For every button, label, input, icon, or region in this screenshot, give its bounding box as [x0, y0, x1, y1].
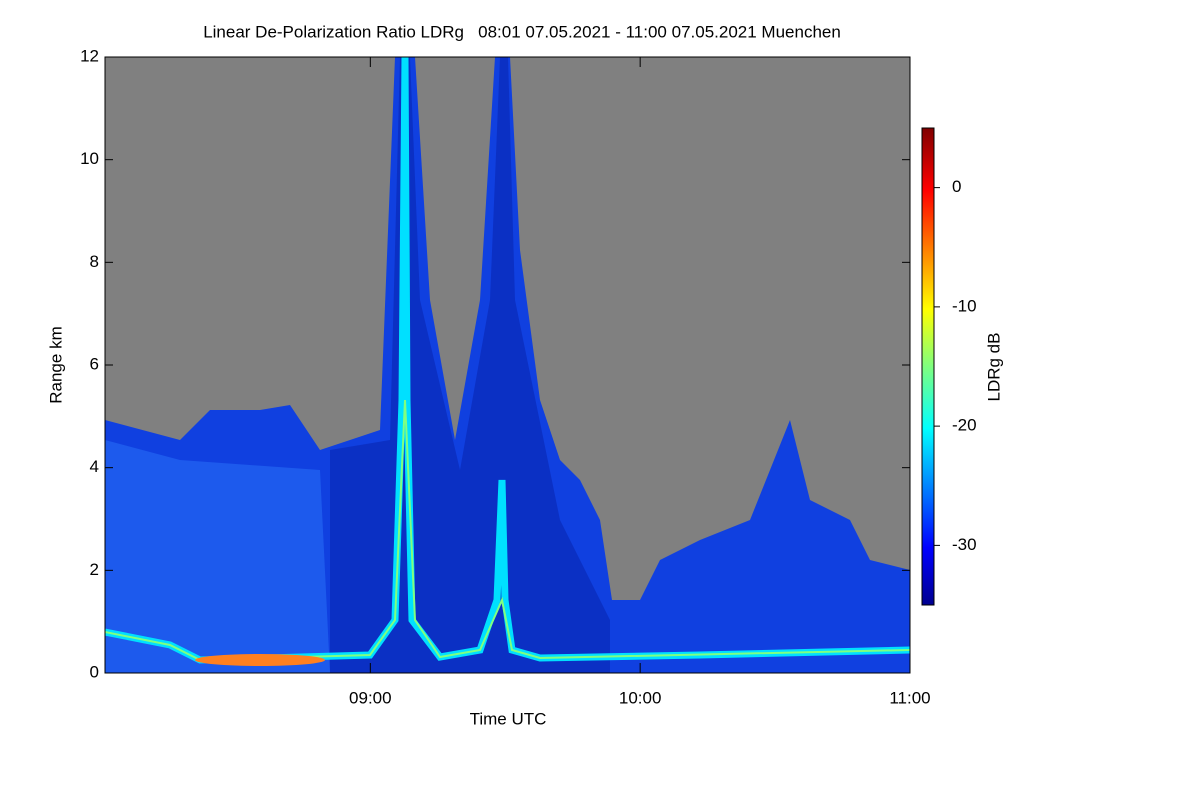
colorbar-tick-label: 0: [952, 177, 961, 196]
signal-region: [105, 440, 330, 673]
x-tick-label: 10:00: [619, 688, 662, 707]
colorbar-tick-label: -10: [952, 296, 977, 315]
y-tick-label: 4: [90, 457, 99, 476]
y-tick-label: 0: [90, 662, 99, 681]
y-tick-label: 10: [80, 149, 99, 168]
x-axis-label: Time UTC: [470, 709, 547, 728]
chart-title: Linear De-Polarization Ratio LDRg 08:01 …: [203, 22, 841, 41]
x-tick-label: 09:00: [349, 688, 392, 707]
y-tick-label: 8: [90, 252, 99, 271]
y-axis-label: Range km: [46, 326, 65, 403]
y-tick-label: 12: [80, 46, 99, 65]
high-depolarization: [195, 654, 325, 666]
colorbar-tick-label: -30: [952, 535, 977, 554]
heatmap: [105, 57, 910, 673]
colorbar: [921, 127, 935, 606]
x-tick-label: 11:00: [889, 688, 930, 707]
colorbar-tick-label: -20: [952, 416, 977, 435]
colorbar-label: LDRg dB: [984, 333, 1003, 402]
y-tick-label: 6: [90, 354, 99, 373]
y-tick-label: 2: [90, 560, 99, 579]
